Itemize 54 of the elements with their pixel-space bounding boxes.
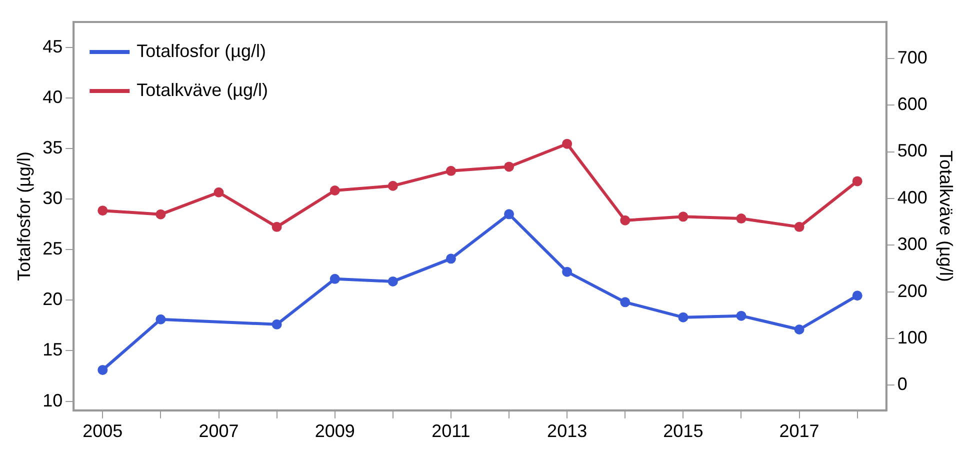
point: [272, 222, 282, 232]
point: [156, 209, 166, 220]
y2-tick-label: 700: [897, 47, 928, 68]
y-tick-label: 30: [42, 188, 63, 208]
point: [678, 312, 688, 322]
point: [388, 276, 398, 286]
point: [330, 186, 340, 196]
y2-tick-label: 400: [897, 187, 928, 208]
point: [98, 364, 108, 375]
x-tick-label: 2013: [547, 421, 588, 442]
point: [214, 187, 224, 198]
y2-axis-title: Totalkväve (µg/l): [936, 150, 956, 282]
point: [794, 222, 804, 232]
point: [678, 212, 688, 222]
point: [504, 209, 514, 220]
y2-tick-label: 300: [897, 234, 928, 254]
x-tick-label: 2007: [198, 421, 239, 442]
point: [98, 206, 108, 216]
x-tick-label: 2005: [82, 421, 123, 442]
y-axis-title: Totalfosfor (µg/l): [14, 151, 34, 281]
point: [562, 138, 572, 149]
point: [446, 254, 456, 264]
y2-tick-label: 0: [897, 374, 908, 394]
point: [620, 215, 630, 226]
x-tick-label: 2017: [779, 421, 820, 442]
legend-label: Totalkväve (µg/l): [136, 80, 268, 100]
point: [736, 214, 746, 224]
y-tick-label: 25: [42, 238, 63, 259]
point: [156, 314, 166, 324]
point: [736, 310, 746, 321]
x-tick-label: 2009: [314, 421, 355, 442]
point: [620, 297, 630, 308]
y-tick-label: 40: [42, 86, 63, 107]
point: [504, 162, 514, 172]
point: [852, 176, 862, 186]
y2-tick-label: 100: [897, 327, 928, 348]
y2-tick-label: 200: [897, 280, 928, 301]
y2-tick-label: 500: [897, 140, 928, 161]
point: [272, 319, 282, 330]
x-tick-label: 2011: [432, 421, 470, 442]
y-tick-label: 20: [42, 289, 63, 310]
y2-tick-label: 600: [897, 94, 928, 114]
point: [330, 274, 340, 284]
point: [794, 324, 804, 334]
y-tick-label: 15: [42, 340, 63, 360]
point: [446, 166, 456, 176]
y-tick-label: 45: [42, 36, 63, 56]
point: [562, 266, 572, 277]
y-tick-label: 10: [42, 390, 63, 410]
point: [388, 180, 398, 191]
legend-label: Totalfosfor (µg/l): [136, 40, 266, 61]
y-tick-label: 35: [42, 137, 63, 158]
x-tick-label: 2015: [663, 421, 704, 442]
point: [852, 290, 862, 301]
